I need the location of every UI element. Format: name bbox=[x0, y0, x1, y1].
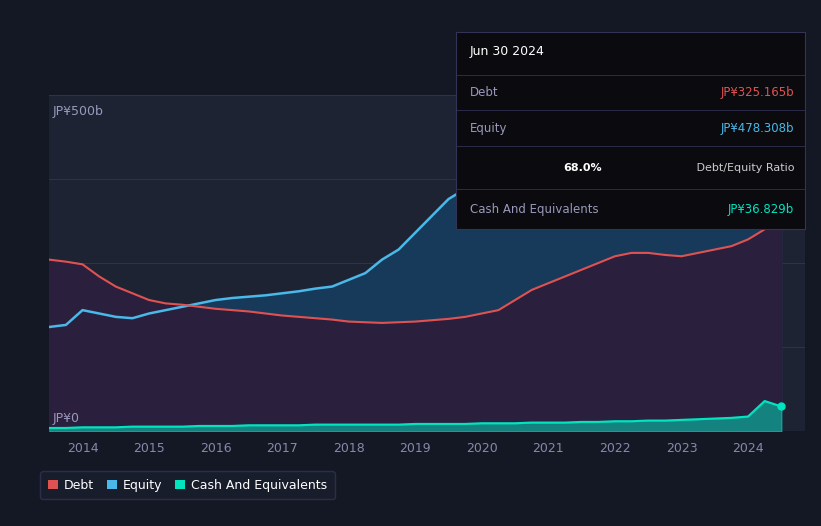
Text: Cash And Equivalents: Cash And Equivalents bbox=[470, 203, 599, 216]
Text: Debt/Equity Ratio: Debt/Equity Ratio bbox=[693, 163, 794, 173]
Text: Jun 30 2024: Jun 30 2024 bbox=[470, 45, 544, 58]
Legend: Debt, Equity, Cash And Equivalents: Debt, Equity, Cash And Equivalents bbox=[40, 471, 335, 499]
Text: JP¥500b: JP¥500b bbox=[53, 105, 104, 118]
Text: 68.0%: 68.0% bbox=[563, 163, 603, 173]
Text: Equity: Equity bbox=[470, 122, 507, 135]
Text: JP¥0: JP¥0 bbox=[53, 411, 80, 424]
Text: Debt: Debt bbox=[470, 86, 498, 99]
Text: JP¥325.165b: JP¥325.165b bbox=[721, 86, 794, 99]
Text: JP¥36.829b: JP¥36.829b bbox=[728, 203, 794, 216]
Text: JP¥478.308b: JP¥478.308b bbox=[721, 122, 794, 135]
